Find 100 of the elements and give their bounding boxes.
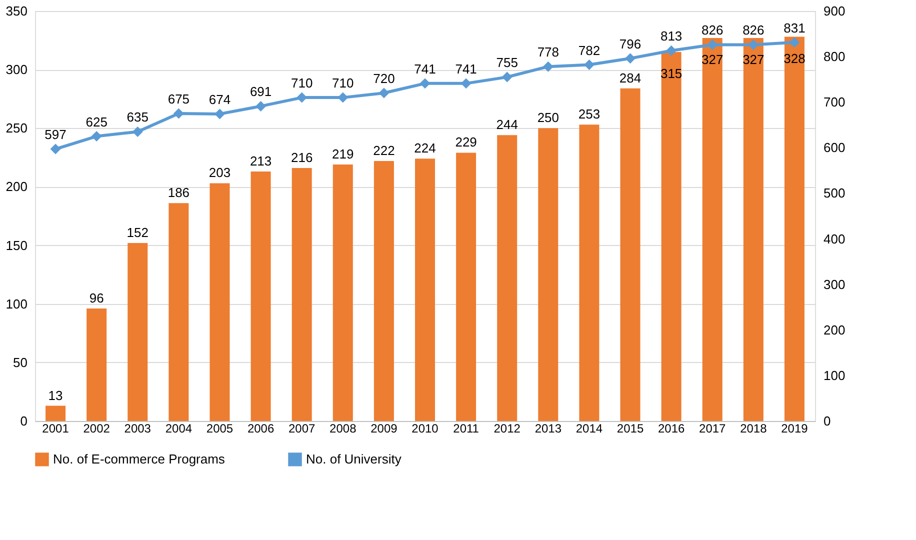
point [460,78,472,89]
y2-tick-label: 600 [824,140,846,156]
y-tick-label: 350 [6,4,28,18]
data-label: 826 [742,22,764,38]
point [420,78,430,89]
data-label: 244 [496,117,518,132]
data-label: 796 [619,36,642,52]
x-tick-label: 2012 [494,422,521,436]
data-label: 755 [496,55,518,70]
y2-tick-label: 900 [824,4,846,18]
data-label: 625 [86,114,108,130]
point [91,131,102,142]
x-tick-label: 2007 [288,422,316,436]
bar [210,183,230,421]
data-label: 253 [578,106,600,122]
point [173,108,184,119]
bar [86,308,107,421]
x-tick-label: 2010 [412,422,439,436]
x-tick-label: 2009 [370,422,398,436]
point [748,39,759,50]
data-label: 213 [250,153,272,168]
y2-tick-label: 200 [824,322,846,338]
point [502,72,512,82]
bar [579,124,600,421]
data-label: 778 [537,44,560,60]
point [666,45,677,56]
point [584,60,594,70]
data-label: 219 [332,146,354,162]
data-label: 152 [126,224,148,240]
y2-tick-label: 300 [824,276,846,292]
y2-tick-label: 100 [824,368,846,383]
x-tick-label: 2017 [699,422,726,436]
bar [784,36,804,421]
data-label: 222 [373,142,395,158]
x-tick-label: 2002 [83,422,110,436]
data-label: 216 [290,150,313,165]
data-label: 597 [44,127,66,142]
bar [456,152,476,421]
bar [538,128,558,421]
bar [415,158,435,421]
data-label: 710 [332,76,354,91]
data-label: 315 [660,66,682,81]
bar [620,88,640,421]
data-label: 186 [168,185,190,200]
x-tick-label: 2006 [247,422,274,436]
y2-tick-label: 400 [824,231,846,246]
data-label: 813 [660,28,682,44]
point [214,108,225,120]
y-tick-label: 100 [6,296,28,312]
x-tick-label: 2005 [206,422,234,436]
point [132,126,143,137]
data-label: 224 [414,140,436,156]
x-tick-label: 2015 [616,422,644,436]
y-tick-label: 150 [6,238,28,253]
x-tick-label: 2003 [124,422,152,436]
y-tick-label: 50 [13,354,28,370]
data-label: 741 [414,61,436,76]
data-label: 635 [126,110,148,125]
x-tick-label: 2008 [330,422,357,436]
y2-tick-label: 500 [824,186,846,201]
point [338,92,348,103]
y2-tick-label: 700 [824,94,846,110]
x-tick-label: 2013 [534,422,562,436]
data-label: 250 [537,110,560,126]
x-tick-label: 2001 [42,422,70,436]
x-tick-label: 2004 [165,422,192,436]
y-tick-label: 0 [20,414,28,428]
point [789,37,800,48]
y2-tick-label: 800 [824,49,846,64]
data-label: 826 [702,22,724,38]
data-label: 203 [208,165,231,180]
bar [128,242,148,421]
data-label: 831 [784,20,806,36]
data-label: 284 [619,70,642,86]
point [256,100,266,112]
data-label: 691 [250,84,272,100]
bar [332,164,353,421]
bar [702,38,722,421]
bar [374,160,394,421]
y2-tick-label: 0 [824,414,831,428]
bar [46,406,66,421]
point [625,53,636,64]
data-label: 741 [455,61,477,76]
legend-label: No. of E-commerce Programs [53,451,226,466]
data-label: 13 [48,388,63,403]
bar [250,171,271,421]
data-label: 720 [373,71,395,86]
bar [292,168,312,421]
bar [743,38,764,421]
x-tick-label: 2014 [576,422,603,436]
data-label: 96 [89,290,104,306]
y-tick-label: 250 [6,120,28,136]
data-label: 229 [455,134,477,150]
y-tick-label: 200 [6,179,28,194]
point [378,88,390,98]
data-label: 674 [208,92,231,107]
data-label: 710 [290,76,313,91]
x-tick-label: 2018 [740,422,768,436]
bar [661,52,682,421]
x-tick-label: 2019 [781,422,808,436]
